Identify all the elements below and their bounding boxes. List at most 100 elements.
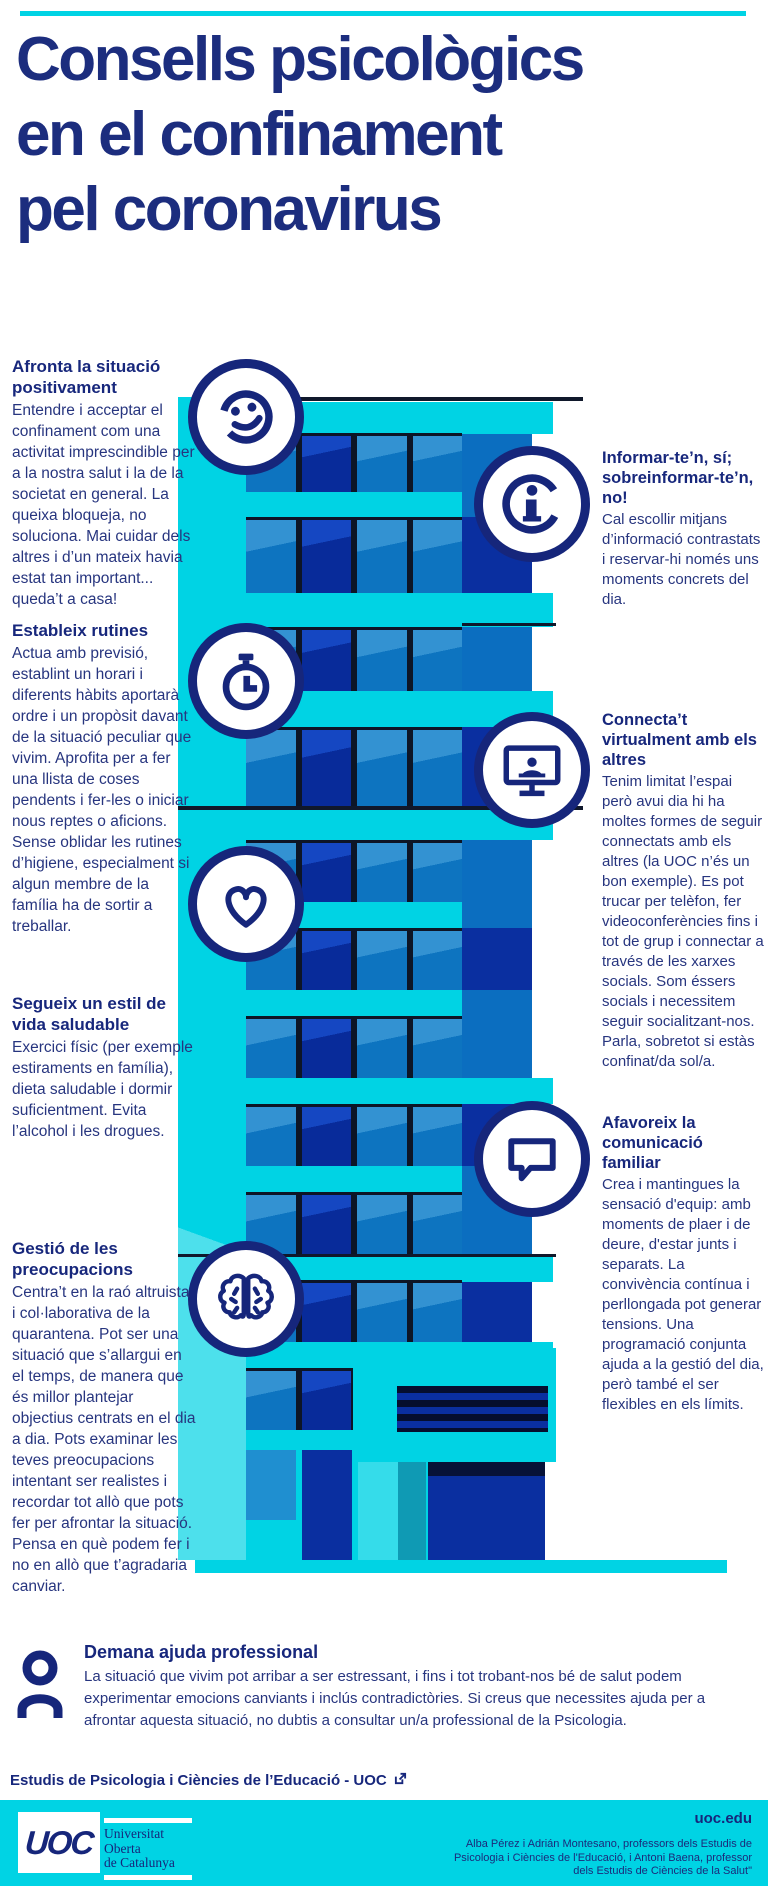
building-window <box>428 1476 545 1560</box>
building-mullion <box>406 1107 413 1166</box>
person-icon <box>12 1646 74 1751</box>
estudis-link[interactable]: Estudis de Psicologia i Ciències de l’Ed… <box>10 1772 407 1789</box>
building-floor-slab <box>462 1254 553 1282</box>
building-mullion <box>406 1371 413 1430</box>
building-window <box>412 931 462 990</box>
tip-heading: Gestió de les preocupacions <box>12 1239 133 1279</box>
university-line: de Catalunya <box>104 1855 175 1870</box>
building-window-row <box>246 1016 462 1078</box>
tip-body: Exercici físic (per exemple estiraments … <box>12 1039 193 1140</box>
building-mullion <box>295 1195 302 1254</box>
building-window <box>301 730 351 806</box>
building-window <box>357 1107 407 1166</box>
building-window <box>357 730 407 806</box>
building-window <box>301 843 351 902</box>
building-mullion <box>295 730 302 806</box>
wordmark-rule-bottom <box>104 1874 192 1880</box>
building-mullion <box>351 1107 357 1166</box>
building-window <box>357 1371 407 1430</box>
building-louvers <box>397 1386 548 1432</box>
building-mullion <box>351 730 357 806</box>
footer-bar: UOC Universitat Oberta de Catalunya uoc.… <box>0 1800 768 1886</box>
tip-vida-saludable: Segueix un estil de vida saludable Exerc… <box>12 993 196 1142</box>
building-window <box>246 1019 296 1078</box>
page-title-line: en el confinament <box>16 100 503 169</box>
building-pillar <box>358 1462 398 1560</box>
building-window <box>357 1283 407 1342</box>
external-link-icon <box>394 1772 407 1789</box>
building-window <box>412 1371 462 1430</box>
building-lintel <box>428 1450 545 1476</box>
heart-icon <box>188 846 304 962</box>
building-window-grid <box>246 402 462 1560</box>
building-entrance-canopy <box>353 1348 556 1462</box>
credits-line: dels Estudis de Ciències de la Salut" <box>573 1865 752 1877</box>
building-window <box>246 1371 296 1430</box>
building-mullion <box>406 1195 413 1254</box>
tip-body: Crea i mantingues la sensació d'equip: a… <box>602 1176 764 1413</box>
uoc-logo: UOC <box>18 1812 100 1873</box>
building-mullion <box>295 931 302 990</box>
building-floor-slab <box>462 593 553 627</box>
building-mullion <box>295 520 302 593</box>
building-mullion <box>406 436 413 492</box>
building-window <box>301 1019 351 1078</box>
building-panel <box>246 1450 296 1520</box>
building-mullion <box>295 1371 302 1430</box>
stopwatch-icon <box>188 623 304 739</box>
building-window <box>246 1107 296 1166</box>
tip-rutines: Estableix rutines Actua amb previsió, es… <box>12 620 196 937</box>
tip-heading: Afronta la situació positivament <box>12 357 161 397</box>
page-title-line: Consells psicològics <box>16 25 585 94</box>
building-window <box>301 1371 351 1430</box>
building-window <box>246 520 296 593</box>
building-window <box>412 436 462 492</box>
tip-heading: Afavoreix la comunicació familiar <box>602 1114 703 1172</box>
building-window <box>412 843 462 902</box>
tip-preocupacions: Gestió de les preocupacions Centra’t en … <box>12 1238 196 1597</box>
building-mullion <box>406 730 413 806</box>
uoc-edu-link[interactable]: uoc.edu <box>694 1810 752 1827</box>
building-window <box>301 630 351 691</box>
building-mullion <box>351 931 357 990</box>
university-wordmark: Universitat Oberta de Catalunya <box>104 1818 192 1880</box>
building-window <box>357 843 407 902</box>
building-window-row <box>246 727 462 806</box>
building-mullion <box>351 436 357 492</box>
building-mullion <box>351 1195 357 1254</box>
help-section: Demana ajuda professional La situació qu… <box>84 1642 760 1732</box>
tip-body: Centra’t en la raó altruista i col·labor… <box>12 1284 196 1595</box>
university-line: Oberta <box>104 1840 141 1856</box>
building-mullion <box>351 843 357 902</box>
university-line: Universitat <box>104 1826 164 1841</box>
building-window <box>301 1107 351 1166</box>
page-title: Consells psicològics en el confinament p… <box>16 22 756 247</box>
help-body: La situació que vivim pot arribar a ser … <box>84 1668 706 1729</box>
credits: Alba Pérez i Adrián Montesano, professor… <box>454 1838 752 1879</box>
tip-comunicacio: Afavoreix la comunicació familiar Crea i… <box>602 1113 766 1415</box>
credits-line: Alba Pérez i Adrián Montesano, professor… <box>465 1838 752 1850</box>
building-window <box>357 1195 407 1254</box>
tip-connecta: Connecta’t virtualment amb els altres Te… <box>602 710 766 1072</box>
building-mullion <box>406 630 413 691</box>
building-window <box>357 436 407 492</box>
building-mullion <box>351 630 357 691</box>
building-window <box>357 1019 407 1078</box>
tip-afronta: Afronta la situació positivament Entendr… <box>12 356 196 610</box>
estudis-link-label: Estudis de Psicologia i Ciències de l’Ed… <box>10 1772 387 1789</box>
building-floor-slab <box>462 1078 553 1104</box>
building-ground-line <box>195 1560 727 1573</box>
tip-heading: Connecta’t virtualment amb els altres <box>602 711 757 769</box>
building-window <box>412 730 462 806</box>
building-mullion <box>351 520 357 593</box>
building-window <box>412 630 462 691</box>
building-window <box>412 1195 462 1254</box>
wordmark-rule-top <box>104 1818 192 1823</box>
top-accent-rule <box>20 11 746 16</box>
building-mullion <box>406 843 413 902</box>
building-mullion <box>406 520 413 593</box>
building-window <box>398 1462 426 1560</box>
tip-body: Cal escollir mitjans d’informació contra… <box>602 511 761 608</box>
building-roof-line <box>462 623 556 626</box>
page-title-line: pel coronavirus <box>16 175 443 244</box>
